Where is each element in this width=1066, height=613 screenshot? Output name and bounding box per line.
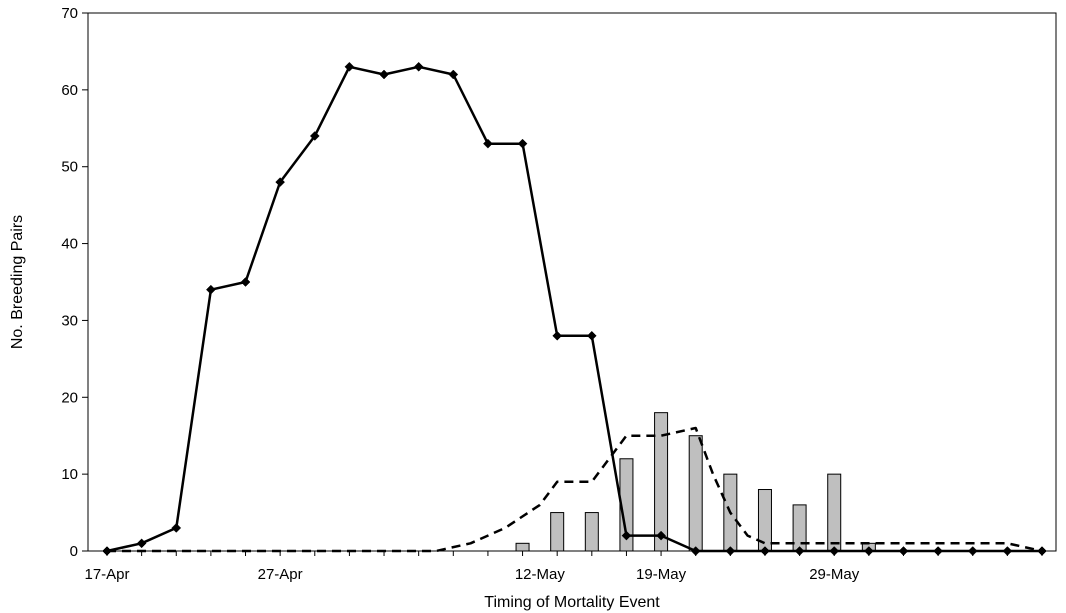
bar <box>828 474 841 551</box>
y-tick-label: 60 <box>61 82 78 99</box>
bar <box>585 513 598 551</box>
bar <box>655 413 668 551</box>
x-axis-title: Timing of Mortality Event <box>484 594 660 611</box>
y-tick-label: 70 <box>61 5 78 22</box>
x-tick-label: 29-May <box>809 566 860 583</box>
x-tick-label: 27-Apr <box>258 566 303 583</box>
y-tick-label: 0 <box>70 543 78 560</box>
bar <box>516 543 529 551</box>
x-tick-label: 19-May <box>636 566 687 583</box>
y-axis-title: No. Breeding Pairs <box>9 215 26 349</box>
x-tick-label: 17-Apr <box>84 566 129 583</box>
y-tick-label: 30 <box>61 312 78 329</box>
bar <box>551 513 564 551</box>
y-tick-label: 20 <box>61 389 78 406</box>
y-tick-label: 40 <box>61 236 78 253</box>
x-tick-label: 12-May <box>515 566 566 583</box>
y-tick-label: 50 <box>61 159 78 176</box>
plot-area <box>88 13 1056 551</box>
y-tick-label: 10 <box>61 466 78 483</box>
bar <box>689 436 702 551</box>
